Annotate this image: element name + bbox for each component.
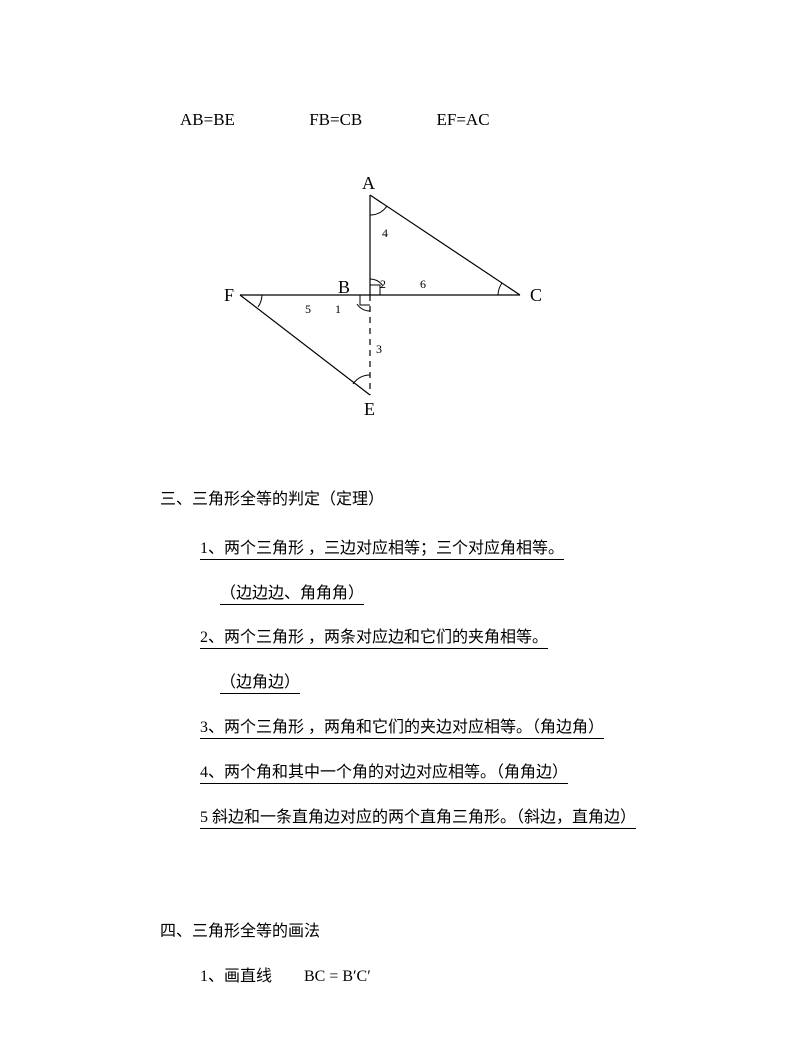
- angle-label-3: 3: [376, 342, 382, 356]
- section-3-item-2b: （边角边）: [160, 661, 636, 706]
- arc-5: [258, 295, 262, 307]
- label-B: B: [338, 277, 350, 297]
- section-3-item-4: 4、两个角和其中一个角的对边对应相等。（角角边）: [160, 751, 636, 796]
- label-C: C: [530, 285, 542, 305]
- equation-2: FB=CB: [309, 110, 362, 130]
- section-4: 四、三角形全等的画法 1、画直线 BC = B′C′: [160, 910, 371, 1000]
- angle-label-2: 2: [380, 277, 386, 291]
- line-AC: [370, 195, 520, 295]
- section-3-heading: 三、三角形全等的判定（定理）: [160, 478, 636, 523]
- section-4-item-1: 1、画直线 BC = B′C′: [160, 955, 371, 1000]
- label-A: A: [362, 175, 375, 193]
- section-3-item-1b: （边边边、角角角）: [160, 572, 636, 617]
- angle-label-1: 1: [335, 302, 341, 316]
- equation-row: AB=BE FB=CB EF=AC: [180, 110, 560, 130]
- label-E: E: [364, 399, 375, 419]
- arc-4: [370, 206, 387, 215]
- right-angle-lower: [360, 295, 370, 305]
- geometry-diagram: A B C E F 1 2 3 4 5 6: [220, 175, 550, 425]
- section-3-item-3: 3、两个三角形 ，两角和它们的夹边对应相等。（角边角）: [160, 706, 636, 751]
- section-3-item-5: 5 斜边和一条直角边对应的两个直角三角形。（斜边，直角边）: [160, 796, 636, 841]
- angle-label-5: 5: [305, 302, 311, 316]
- equation-1: AB=BE: [180, 110, 235, 130]
- section-3: 三、三角形全等的判定（定理） 1、两个三角形 ，三边对应相等；三个对应角相等。 …: [160, 478, 636, 840]
- label-F: F: [224, 285, 234, 305]
- page: AB=BE FB=CB EF=AC A B C E: [0, 0, 800, 1048]
- section-3-item-2a: 2、两个三角形 ，两条对应边和它们的夹角相等。: [160, 616, 636, 661]
- angle-label-6: 6: [420, 277, 426, 291]
- arc-3: [353, 375, 370, 384]
- section-4-heading: 四、三角形全等的画法: [160, 910, 371, 955]
- angle-label-4: 4: [382, 226, 388, 240]
- equation-3: EF=AC: [437, 110, 490, 130]
- right-angle-upper: [370, 285, 380, 295]
- arc-6: [498, 283, 502, 295]
- section-3-item-1a: 1、两个三角形 ，三边对应相等；三个对应角相等。: [160, 527, 636, 572]
